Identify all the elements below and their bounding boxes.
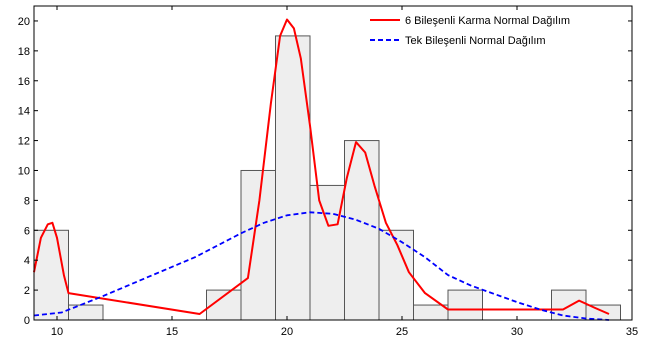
- x-tick-label: 10: [51, 326, 63, 338]
- x-tick-label: 35: [626, 326, 638, 338]
- y-tick-label: 12: [18, 136, 30, 148]
- y-tick-label: 18: [18, 46, 30, 58]
- histogram-bar-7: [275, 35, 311, 321]
- x-tick-label: 30: [511, 326, 523, 338]
- legend-label-mixture: 6 Bileşenli Karma Normal Dağılım: [405, 15, 570, 27]
- series-normal-line: [33, 211, 610, 321]
- histogram-bar-12: [447, 289, 483, 321]
- y-axis: 0 2 4 6 8 10 12 14 16 18 20: [18, 16, 632, 327]
- y-tick-label: 0: [24, 315, 30, 327]
- y-tick-label: 10: [18, 165, 30, 177]
- series-mixture-line: [33, 18, 610, 315]
- x-axis: 10 15 20 25 30 35: [51, 6, 638, 338]
- x-tick-label: 25: [396, 326, 408, 338]
- y-tick-label: 2: [24, 285, 30, 297]
- y-tick-label: 6: [24, 225, 30, 237]
- y-tick-label: 20: [18, 16, 30, 28]
- histogram-bar-9: [344, 140, 380, 321]
- histogram-bars: [33, 35, 621, 321]
- y-tick-label: 8: [24, 195, 30, 207]
- y-tick-label: 14: [18, 106, 30, 118]
- y-tick-label: 4: [24, 255, 30, 267]
- histogram-bar-11: [413, 304, 449, 321]
- y-tick-label: 16: [18, 76, 30, 88]
- histogram-bar-6: [240, 169, 276, 321]
- legend: 6 Bileşenli Karma Normal Dağılım Tek Bil…: [370, 15, 570, 47]
- plot-frame: [33, 5, 633, 321]
- histogram-bar-8: [309, 184, 345, 321]
- x-tick-label: 15: [166, 326, 178, 338]
- legend-label-normal: Tek Bileşenli Normal Dağılım: [405, 35, 546, 47]
- x-tick-label: 20: [281, 326, 293, 338]
- curves: [33, 18, 610, 321]
